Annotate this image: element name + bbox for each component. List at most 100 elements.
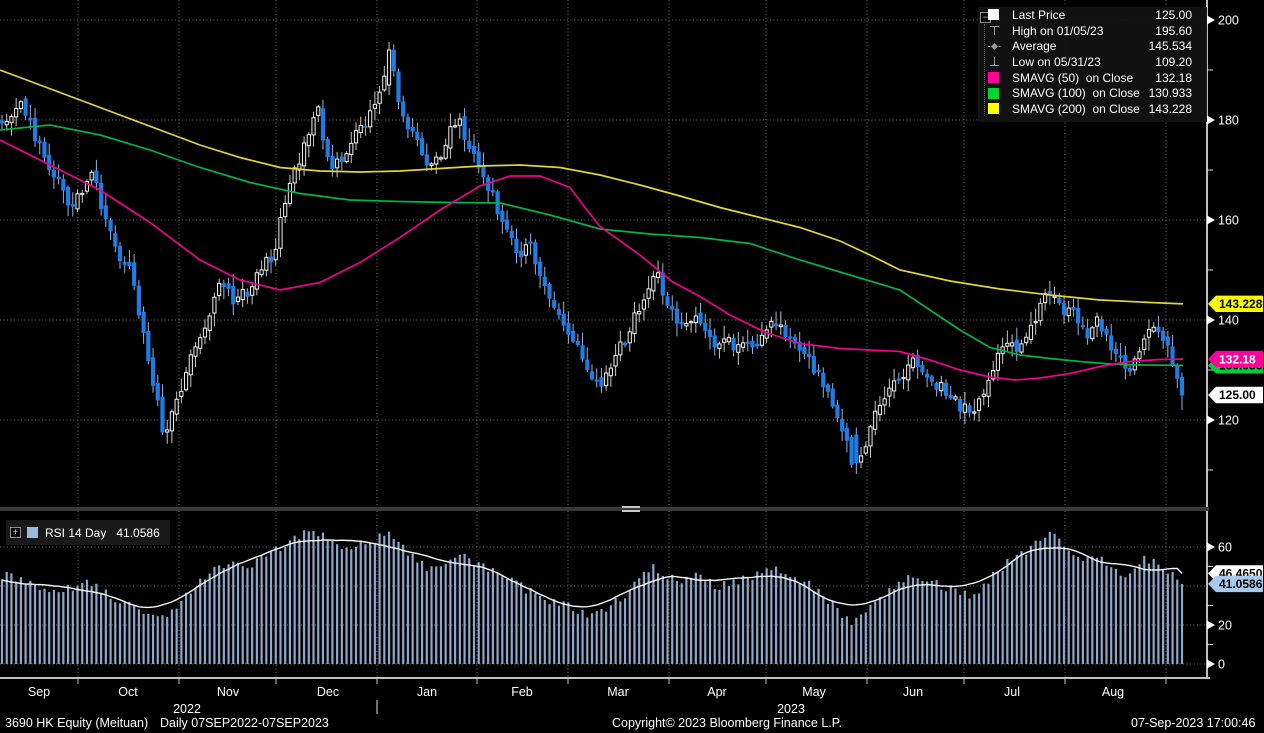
legend-row-smavg50[interactable]: SMAVG (50) on Close 132.18 <box>978 70 1207 86</box>
rsi-bar <box>548 604 551 664</box>
rsi-bar <box>288 540 292 664</box>
candle <box>108 220 113 232</box>
rsi-bar <box>1062 546 1066 664</box>
candle <box>887 387 892 397</box>
candle <box>198 337 203 349</box>
candle <box>47 154 52 170</box>
candle <box>292 167 297 184</box>
rsi-bar <box>373 543 376 664</box>
rsi-bar <box>784 574 787 664</box>
rsi-bar <box>897 581 900 664</box>
rsi-bar <box>218 565 221 664</box>
legend-value: 145.534 <box>1148 39 1192 54</box>
rsi-bar <box>1166 573 1169 664</box>
sma200-line <box>0 69 1184 305</box>
axis-tick-label: 160 <box>1218 214 1239 228</box>
candle <box>807 353 812 358</box>
candle <box>934 382 939 390</box>
rsi-bar <box>746 577 749 664</box>
rsi-bar <box>151 614 155 664</box>
candle <box>1151 326 1156 332</box>
legend-row-high[interactable]: High on 01/05/23 195.60 <box>978 23 1207 39</box>
rsi-bar <box>1081 561 1084 664</box>
rsi-bar <box>472 565 476 664</box>
legend-row-smavg100[interactable]: SMAVG (100) on Close 130.933 <box>978 85 1207 101</box>
candle <box>453 125 458 128</box>
legend-row-average[interactable]: Average 145.534 <box>978 38 1207 54</box>
candle <box>1165 337 1170 346</box>
candle <box>882 398 887 406</box>
candle <box>995 352 1001 371</box>
tick-arrow-icon <box>1207 15 1215 25</box>
rsi-bar <box>1133 568 1136 664</box>
candle <box>1118 355 1123 358</box>
panel-splitter[interactable] <box>0 507 1209 511</box>
candle <box>330 155 335 170</box>
rsi-bar <box>798 583 801 664</box>
candle <box>840 418 845 432</box>
rsi-bar <box>911 577 915 664</box>
legend-row-low[interactable]: Low on 05/31/23 109.20 <box>978 54 1207 70</box>
candle <box>736 344 741 353</box>
rsi-bar <box>623 598 627 664</box>
rsi-bar <box>156 616 159 664</box>
candle <box>174 398 179 415</box>
rsi-bar <box>944 591 948 664</box>
rsi-bar <box>774 566 778 664</box>
candle <box>226 283 231 289</box>
candle <box>967 405 972 413</box>
candle <box>1170 346 1175 365</box>
splitter-handle-icon[interactable] <box>622 506 640 512</box>
rsi-bar <box>350 549 353 664</box>
rsi-bar <box>765 568 768 664</box>
legend-row-smavg200[interactable]: SMAVG (200) on Close 143.228 <box>978 101 1207 117</box>
rsi-bar <box>24 583 27 664</box>
axis-tick-label: 180 <box>1218 114 1239 128</box>
candle <box>471 145 477 154</box>
rsi-bar <box>841 618 844 664</box>
candle <box>726 337 731 343</box>
rsi-bar <box>501 576 504 664</box>
rsi-bar <box>1110 567 1113 664</box>
tick-arrow-icon <box>1207 415 1215 425</box>
candle <box>571 330 576 342</box>
axis-tick-label: 140 <box>1218 314 1239 328</box>
candle <box>202 327 208 338</box>
rsi-bar <box>869 604 872 664</box>
candle <box>632 312 637 335</box>
rsi-bar <box>1100 556 1103 664</box>
rsi-bar <box>364 544 367 664</box>
rsi-bar <box>756 571 759 664</box>
rsi-bar <box>1143 555 1146 664</box>
rsi-bar <box>973 594 976 664</box>
rsi-ma-line <box>1 539 1183 609</box>
rsi-bar <box>572 611 575 664</box>
candle <box>896 378 901 381</box>
rsi-bar <box>90 586 93 664</box>
rsi-bar <box>859 614 863 664</box>
candle <box>618 341 623 356</box>
rsi-bar <box>95 583 98 664</box>
rsi-bar <box>411 553 414 664</box>
rsi-bar <box>963 590 966 664</box>
month-label: Sep <box>28 685 50 699</box>
legend-row-last-price[interactable]: Last Price 125.00 <box>978 7 1207 23</box>
month-label: Dec <box>317 685 339 699</box>
rsi-legend[interactable]: + RSI 14 Day 41.0586 <box>6 520 170 545</box>
candle <box>37 140 42 143</box>
candle <box>575 340 580 346</box>
candle <box>127 261 132 267</box>
candle <box>283 203 288 218</box>
candle <box>976 398 982 411</box>
tick-arrow-icon <box>1207 542 1215 552</box>
rsi-expand-icon[interactable]: + <box>10 527 21 538</box>
candle <box>415 131 420 141</box>
legend-label: Last Price <box>1012 7 1066 22</box>
candle <box>948 394 953 399</box>
rsi-bar <box>845 616 848 664</box>
rsi-bar <box>66 584 70 664</box>
rsi-bar <box>378 533 381 664</box>
rsi-bar <box>1171 572 1174 664</box>
candle <box>132 262 137 286</box>
